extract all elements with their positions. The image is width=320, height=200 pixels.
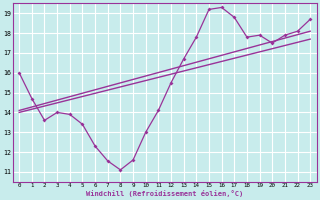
X-axis label: Windchill (Refroidissement éolien,°C): Windchill (Refroidissement éolien,°C)	[86, 190, 243, 197]
